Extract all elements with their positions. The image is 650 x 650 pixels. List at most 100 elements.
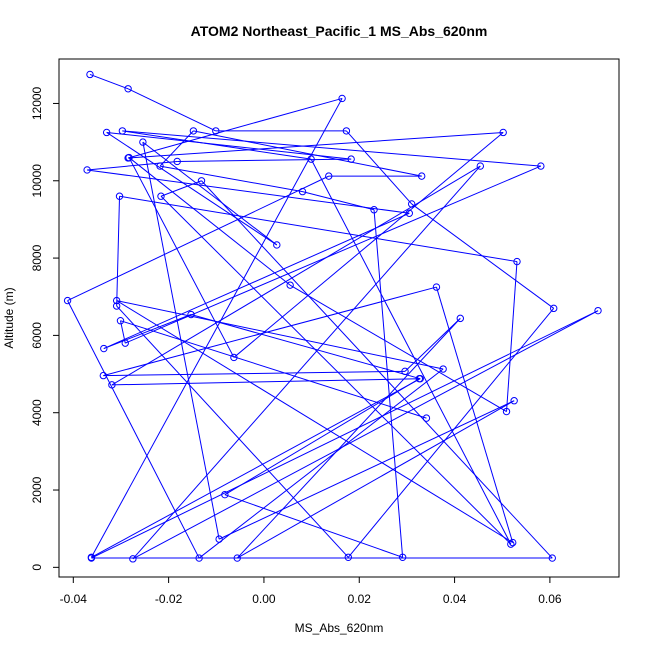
y-tick-label: 2000 <box>30 476 44 503</box>
data-point <box>195 554 203 562</box>
data-point <box>347 155 355 163</box>
series-segment <box>193 130 422 177</box>
data-point <box>548 554 556 562</box>
data-point <box>286 281 294 289</box>
data-point <box>502 407 511 416</box>
series-segment <box>127 88 217 132</box>
series-segment <box>302 191 375 211</box>
data-point <box>156 162 164 170</box>
x-tick-label: -0.04 <box>60 592 88 606</box>
series-segment <box>506 261 518 412</box>
series-segment <box>122 130 312 160</box>
data-point <box>405 209 413 217</box>
series-segment <box>347 308 555 558</box>
series-segment <box>116 305 349 558</box>
data-point <box>124 85 132 93</box>
data-point <box>456 314 464 323</box>
data-point <box>439 365 447 373</box>
series-segment <box>160 195 512 545</box>
data-point <box>325 172 333 180</box>
data-point <box>215 535 223 543</box>
x-tick-label: 0.04 <box>443 592 467 606</box>
series-segment <box>91 378 421 558</box>
data-point <box>63 296 72 305</box>
data-point <box>99 371 108 380</box>
data-point <box>221 490 229 499</box>
data-point <box>197 177 206 185</box>
x-axis: -0.04 -0.02 0.00 0.02 0.04 0.06 <box>60 576 562 606</box>
series-segment <box>116 196 121 307</box>
data-point <box>189 127 198 135</box>
data-point <box>398 553 407 561</box>
data-point <box>118 127 127 135</box>
series-segment <box>177 158 352 162</box>
series-segment <box>87 169 410 214</box>
y-tick-label: 0 <box>30 564 44 571</box>
series-segment <box>111 165 481 386</box>
data-point <box>307 155 315 163</box>
data-point <box>507 540 515 548</box>
data-point <box>102 128 111 137</box>
data-point <box>338 94 346 103</box>
series-segment <box>236 400 515 559</box>
series-segment <box>89 73 129 90</box>
data-point <box>124 154 132 162</box>
data-point <box>212 127 220 135</box>
x-tick-label: 0.00 <box>252 592 276 606</box>
series-segment <box>103 370 406 377</box>
series-segment <box>87 160 178 171</box>
series-segment <box>116 300 444 370</box>
series-segment <box>310 158 512 545</box>
data-point <box>233 554 241 562</box>
series-segment <box>289 284 507 412</box>
data-point <box>476 162 485 170</box>
data-point <box>510 397 518 405</box>
data-point <box>594 306 602 315</box>
series-segment <box>142 142 220 540</box>
series-segment <box>119 195 518 263</box>
y-tick-label: 10000 <box>30 164 44 198</box>
data-point <box>513 257 521 266</box>
series-segment <box>119 320 126 344</box>
series-segment <box>127 97 343 159</box>
series-points <box>63 70 602 563</box>
series-segment <box>103 212 410 349</box>
x-tick-label: 0.06 <box>538 592 562 606</box>
series-segment <box>111 378 420 386</box>
data-point <box>342 127 351 135</box>
data-point <box>432 283 441 291</box>
series-segment <box>373 209 404 558</box>
data-point <box>422 414 431 422</box>
series-segment <box>218 400 515 540</box>
data-point <box>108 381 116 389</box>
series-segment <box>122 130 541 167</box>
series-segment <box>236 318 461 559</box>
series-lines <box>67 73 599 560</box>
data-point <box>112 302 121 310</box>
series-segment <box>435 286 514 543</box>
series-segment <box>90 98 343 558</box>
data-point <box>173 157 181 166</box>
data-point <box>537 162 545 170</box>
data-point <box>129 555 137 563</box>
series-segment <box>224 494 403 558</box>
data-point <box>298 187 307 196</box>
y-tick-label: 12000 <box>30 86 44 120</box>
series-segment <box>201 180 553 559</box>
data-point <box>87 554 96 562</box>
series-segment <box>128 131 504 159</box>
series-segment <box>233 132 504 358</box>
series-segment <box>103 314 192 350</box>
data-point <box>112 296 121 305</box>
data-point <box>509 538 517 547</box>
x-tick-label: -0.02 <box>155 592 183 606</box>
series-segment <box>91 310 599 559</box>
data-point <box>401 367 409 376</box>
data-point <box>115 192 124 200</box>
data-point <box>86 70 94 79</box>
data-point <box>121 339 129 347</box>
chart-title: ATOM2 Northeast_Pacific_1 MS_Abs_620nm <box>191 23 488 39</box>
x-tick-label: 0.02 <box>348 592 372 606</box>
